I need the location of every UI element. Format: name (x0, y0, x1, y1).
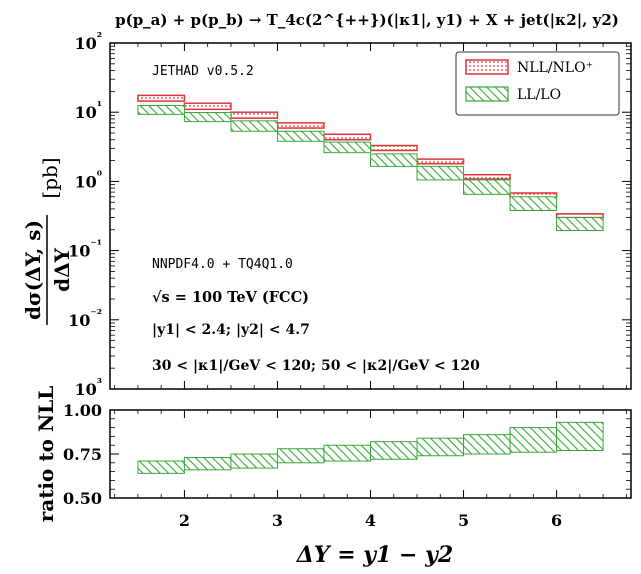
main-panel: 10³ 10⁻² 10⁻¹ 10⁰ 10¹ 10² (68, 30, 632, 399)
y-tick-label: 10⁻¹ (68, 238, 102, 261)
y-axis-label-unit: [pb] (38, 157, 62, 198)
y-axis-label: dσ(ΔY, s) dΔY [pb] (21, 157, 74, 325)
main-band-nll-5 (369, 144, 418, 152)
kappa-cuts-label: 30 < |κ1|/GeV < 120; 50 < |κ2|/GeV < 120 (152, 358, 480, 374)
ratio-y-tick-label: 0.50 (63, 489, 102, 508)
legend-swatch-ll (465, 86, 509, 102)
ratio-band-ll-8 (509, 427, 558, 453)
main-band-ll-3 (276, 130, 325, 142)
ratio-y-tick-label: 1.00 (63, 401, 102, 420)
legend: NLL/NLO⁺ LL/LO (455, 51, 620, 116)
main-band-nll-3 (276, 122, 325, 129)
main-band-nll-2 (230, 111, 279, 119)
y-tick-label: 10⁻² (68, 307, 102, 330)
y-axis-label-numerator: dσ(ΔY, s) (21, 220, 45, 320)
chart-title: p(p_a) + p(p_b) → T_4c(2^{++})(|κ1|, y1)… (115, 11, 619, 29)
legend-label-nll: NLL/NLO⁺ (517, 60, 593, 76)
y-tick-label: 10² (74, 30, 102, 53)
x-tick-label: 2 (179, 511, 190, 530)
main-band-nll-7 (462, 173, 511, 180)
main-band-nll-1 (183, 102, 232, 111)
main-band-ll-6 (416, 165, 465, 181)
ratio-y-tick-label: 0.75 (63, 445, 102, 464)
legend-label-ll: LL/LO (517, 87, 561, 103)
x-tick-label: 6 (551, 511, 562, 530)
energy-label: √s = 100 TeV (FCC) (152, 289, 309, 306)
main-band-nll-9 (555, 213, 604, 219)
main-band-ll-9 (556, 217, 604, 232)
rapidity-cuts-label: |y1| < 2.4; |y2| < 4.7 (152, 322, 310, 338)
legend-swatch-nll (465, 59, 509, 75)
x-axis-label: ΔY = y1 − y2 (296, 542, 453, 568)
x-tick-label: 4 (365, 511, 376, 530)
ratio-band-ll-3 (276, 448, 325, 464)
main-band-ll-8 (509, 196, 558, 211)
main-band-nll-6 (416, 158, 465, 165)
y-tick-label: 10³ (74, 376, 102, 399)
x-tick-label: 5 (458, 511, 469, 530)
ratio-band-ll-2 (230, 453, 278, 469)
main-band-ll-1 (183, 112, 232, 123)
ratio-panel: 2 3 4 5 6 0.50 0.75 1.00 (63, 401, 632, 530)
ratio-band-ll-1 (183, 457, 232, 471)
ratio-band-ll-0 (137, 460, 185, 474)
main-band-ll-4 (323, 141, 372, 154)
ratio-band-ll-4 (323, 444, 372, 462)
main-band-ll-0 (137, 104, 185, 115)
ratio-band-ll-7 (463, 434, 511, 455)
y-axis-label-denominator: dΔY (50, 247, 74, 292)
y-tick-label: 10⁰ (74, 168, 102, 191)
x-tick-label: 3 (272, 511, 283, 530)
pdf-label: NNPDF4.0 + TQ4Q1.0 (152, 257, 293, 272)
version-label: JETHAD v0.5.2 (152, 64, 254, 79)
y-tick-label: 10¹ (74, 99, 102, 122)
ratio-band-ll-9 (556, 421, 604, 451)
ratio-band-ll-5 (370, 441, 418, 460)
main-band-ll-2 (230, 120, 278, 132)
main-band-nll-0 (137, 94, 186, 102)
main-band-ll-5 (370, 153, 418, 167)
main-band-nll-4 (323, 133, 372, 141)
main-band-ll-7 (463, 179, 511, 195)
ratio-axis-label: ratio to NLL (34, 386, 58, 523)
ratio-band-ll-6 (416, 437, 465, 457)
